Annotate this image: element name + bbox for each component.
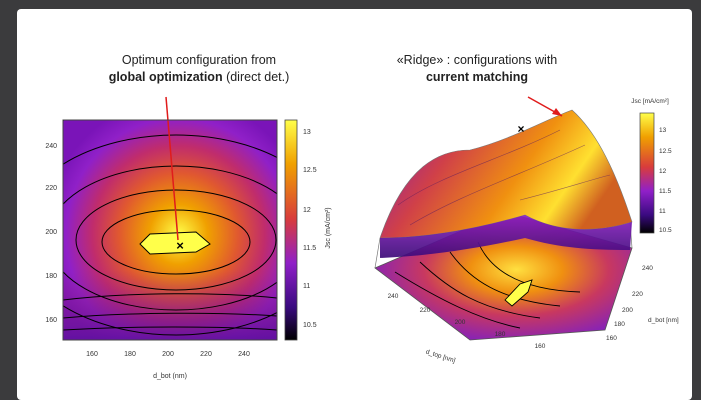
right-caption-line2: current matching [367, 69, 587, 86]
surface-y-ticks: 240 220 200 180 160 [606, 265, 653, 342]
right-caption-line1: «Ridge» : configurations with [396, 53, 558, 67]
y-tick-200: 200 [45, 229, 57, 236]
contour-2 [63, 134, 277, 336]
frame-line-1 [374, 237, 381, 269]
surface-contour-bands [397, 129, 611, 226]
left-annotation-arrow [165, 96, 179, 241]
surface-band-1 [397, 129, 561, 206]
cb-tick-11-5: 11.5 [303, 245, 316, 252]
surface-x-label: d_top [nm] [425, 348, 457, 364]
surface-base-lines [394, 241, 581, 329]
scb-tick-13: 13 [659, 127, 667, 134]
right-caption: «Ridge» : configurations with current ma… [367, 52, 587, 86]
heatmap-frame [62, 119, 278, 341]
dtop-tick-180: 180 [495, 331, 506, 338]
scb-tick-11-5: 11.5 [659, 188, 672, 195]
dbot-tick-160: 160 [606, 335, 617, 342]
left-caption-line2: global optimization (direct det.) [39, 69, 359, 86]
x-tick-160: 160 [86, 351, 98, 358]
left-caption-line1: Optimum configuration from [121, 53, 277, 67]
heatmap-colorbar-label: Jsc (mA/cm²) [325, 207, 332, 248]
contour-3 [63, 165, 277, 311]
surface-x-ticks: 240 220 200 180 160 [388, 293, 546, 350]
right-caption-bold: current matching [425, 70, 529, 84]
contour-8 [63, 326, 277, 331]
dbot-tick-220: 220 [632, 291, 643, 298]
base-line-3 [449, 251, 561, 307]
cb-tick-12: 12 [303, 207, 311, 214]
heatmap-x-ticks: 160 180 200 220 240 [86, 351, 250, 358]
x-tick-180: 180 [124, 351, 136, 358]
contour-6 [63, 293, 277, 301]
base-line-1 [394, 271, 521, 329]
heatmap-low-band [63, 270, 277, 340]
cb-tick-13: 13 [303, 129, 311, 136]
base-line-4 [477, 241, 581, 293]
dtop-tick-220: 220 [420, 307, 431, 314]
x-tick-200: 200 [162, 351, 174, 358]
surface-band-3 [519, 174, 611, 201]
surface-colorbar [639, 112, 655, 234]
surface-front-edge [380, 215, 632, 258]
x-tick-240: 240 [238, 351, 250, 358]
heatmap-contours [63, 120, 277, 336]
cb-tick-10-5: 10.5 [303, 322, 317, 329]
scb-tick-12-5: 12.5 [659, 148, 672, 155]
right-annotation-arrowhead [552, 108, 562, 116]
y-tick-160: 160 [45, 317, 57, 324]
heatmap-colorbar [284, 119, 298, 341]
surface-colorbar-label: Jsc [mA/cm²] [631, 98, 669, 105]
surface-y-label: d_bot [nm] [648, 317, 679, 324]
cb-tick-12-5: 12.5 [303, 167, 317, 174]
y-tick-220: 220 [45, 185, 57, 192]
y-tick-240: 240 [45, 143, 57, 150]
heatmap-chart: × 240 220 200 180 160 160 180 200 220 24… [45, 96, 332, 380]
surface-base-optimum [504, 279, 533, 307]
heatmap-x-label: d_bot (nm) [153, 373, 187, 380]
left-caption-bold: global optimization [108, 70, 223, 84]
scb-tick-10-5: 10.5 [659, 227, 672, 234]
dbot-tick-180: 180 [614, 321, 625, 328]
ridge-marker: × [517, 122, 524, 136]
base-line-2 [419, 261, 541, 319]
scb-tick-12: 12 [659, 168, 667, 175]
contour-4 [75, 189, 277, 291]
y-tick-180: 180 [45, 273, 57, 280]
left-caption: Optimum configuration from global optimi… [39, 52, 359, 86]
surface-top [379, 109, 633, 239]
scb-tick-11: 11 [659, 208, 666, 215]
dbot-tick-240: 240 [642, 265, 653, 272]
surface-colorbar-ticks: 13 12.5 12 11.5 11 10.5 [659, 127, 672, 234]
dtop-tick-200: 200 [455, 319, 466, 326]
left-caption-rest: (direct det.) [222, 70, 290, 84]
heatmap-colorbar-ticks: 13 12.5 12 11.5 11 10.5 [303, 129, 317, 329]
x-tick-220: 220 [200, 351, 212, 358]
optimum-marker: × [176, 238, 184, 253]
dtop-tick-240: 240 [388, 293, 399, 300]
surface-chart: × 240 220 200 180 160 d_top [nm] 240 220… [374, 96, 679, 365]
heatmap-y-ticks: 240 220 200 180 160 [45, 143, 57, 324]
contour-7 [63, 312, 277, 319]
optimum-region [139, 231, 211, 255]
dtop-tick-160: 160 [535, 343, 546, 350]
surface-band-2 [409, 144, 586, 226]
cb-tick-11: 11 [303, 283, 310, 290]
dbot-tick-200: 200 [622, 307, 633, 314]
